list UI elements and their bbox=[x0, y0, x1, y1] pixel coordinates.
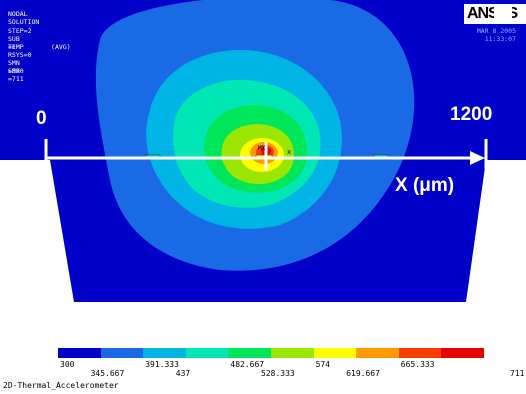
solution-line-6: SMX =711 bbox=[8, 67, 24, 83]
legend-swatch bbox=[185, 348, 229, 358]
mx-x-marker: x bbox=[287, 148, 291, 156]
legend-swatch bbox=[356, 348, 400, 358]
axis-end-label: 1200 bbox=[450, 104, 493, 125]
legend-bottom-label: 528.333 bbox=[261, 369, 295, 378]
legend-top-label: 574 bbox=[315, 360, 331, 369]
solution-line-4: RSYS=0 bbox=[8, 51, 32, 59]
x-axis-arrowhead bbox=[470, 151, 485, 165]
ansys-logo-accent bbox=[494, 5, 512, 23]
legend-swatch bbox=[441, 348, 485, 358]
legend-swatch bbox=[271, 348, 315, 358]
solution-line-1: STEP=2 bbox=[8, 27, 32, 35]
legend-bottom-label: 345.667 bbox=[90, 369, 125, 378]
legend-top-label: 482.667 bbox=[230, 360, 265, 369]
header-time: 11:33:07 bbox=[484, 35, 516, 43]
legend-swatch bbox=[58, 348, 102, 358]
legend-top-label: 391.333 bbox=[145, 360, 179, 369]
legend-swatch bbox=[143, 348, 187, 358]
footer-caption: 2D-Thermal_Accelerometer bbox=[3, 381, 119, 390]
legend-bottom-label: 711 bbox=[510, 369, 525, 378]
solution-line-5: SMN =300 bbox=[8, 59, 24, 75]
legend-swatch bbox=[100, 348, 144, 358]
ansys-logo: ANSYS bbox=[464, 4, 526, 24]
legend-swatch bbox=[228, 348, 272, 358]
axis-unit-label: X (μm) bbox=[395, 175, 455, 196]
legend-top-label: 300 bbox=[60, 360, 75, 369]
legend-swatch bbox=[398, 348, 442, 358]
solution-line-3: TEMP (AVG) bbox=[8, 43, 71, 51]
solution-line-2: SUB =1 bbox=[8, 35, 20, 51]
legend-bottom-label: 619.667 bbox=[346, 369, 380, 378]
mx-marker-text: MX bbox=[258, 145, 266, 152]
axis-start-label: 0 bbox=[36, 108, 47, 129]
solution-title: NODAL SOLUTION bbox=[8, 10, 40, 26]
header-date: MAR 8 2005 bbox=[476, 27, 516, 35]
legend-swatch bbox=[313, 348, 357, 358]
legend-bottom-label: 437 bbox=[175, 369, 191, 378]
legend-top-label: 665.333 bbox=[400, 360, 435, 369]
